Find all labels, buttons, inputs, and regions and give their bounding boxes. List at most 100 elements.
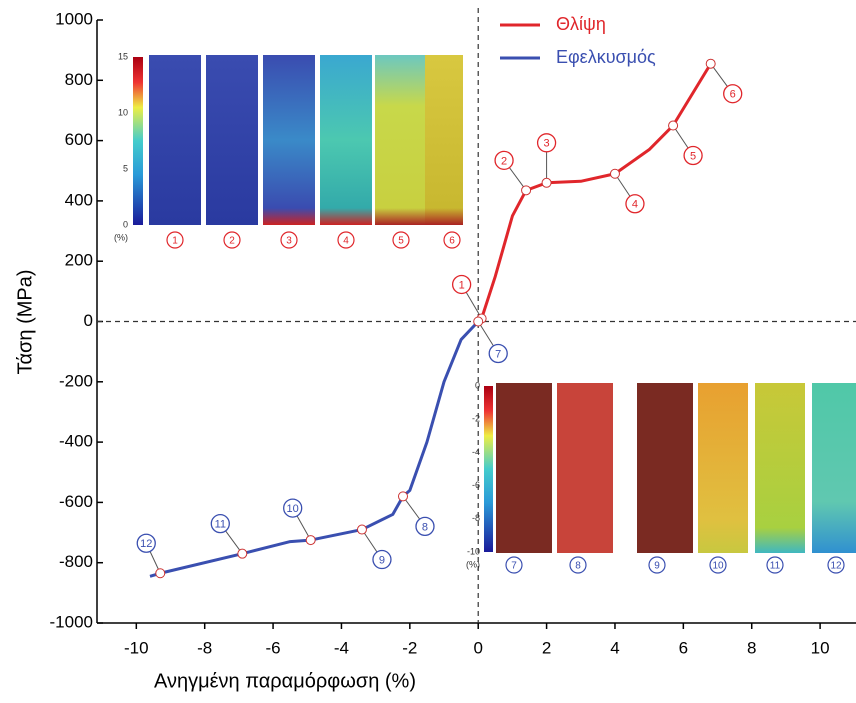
marker-label-circle bbox=[136, 533, 156, 553]
strain-image bbox=[557, 383, 613, 553]
colorbar-tick-label: -2 bbox=[472, 414, 480, 424]
image-label-circle bbox=[443, 231, 461, 249]
marker-label-circle bbox=[536, 133, 557, 153]
x-tick-label: -10 bbox=[124, 638, 149, 657]
y-tick-label: -800 bbox=[59, 552, 93, 571]
y-tick-label: 400 bbox=[65, 190, 93, 209]
marker-label: 10 bbox=[287, 503, 299, 515]
image-label-circle bbox=[392, 231, 410, 249]
y-tick-label: -200 bbox=[59, 371, 93, 390]
strain-image bbox=[812, 383, 856, 553]
marker-point bbox=[705, 58, 716, 69]
marker-label-circle bbox=[683, 145, 703, 166]
marker-label: 11 bbox=[215, 519, 226, 531]
marker-label-circle bbox=[372, 549, 392, 570]
colorbar-unit: (%) bbox=[114, 232, 128, 242]
marker-point bbox=[397, 491, 408, 502]
marker-point bbox=[155, 568, 166, 579]
colorbar-unit: (%) bbox=[466, 559, 480, 569]
y-tick-label: -1000 bbox=[50, 612, 93, 631]
x-tick-label: 8 bbox=[747, 638, 756, 657]
image-label: 4 bbox=[343, 236, 349, 247]
x-tick-label: 10 bbox=[811, 638, 830, 657]
marker-label: 9 bbox=[379, 554, 385, 566]
marker-label: 7 bbox=[495, 348, 501, 360]
strain-image bbox=[755, 383, 805, 553]
colorbar bbox=[133, 57, 143, 225]
marker-label-circle bbox=[625, 194, 645, 214]
colorbar-tick-label: -6 bbox=[472, 480, 480, 490]
image-label: 5 bbox=[398, 236, 404, 247]
strain-image bbox=[263, 55, 315, 225]
image-label: 6 bbox=[449, 236, 455, 247]
marker-label: 3 bbox=[544, 138, 550, 150]
image-label: 10 bbox=[712, 561, 724, 572]
image-label-circle bbox=[827, 556, 845, 574]
insets bbox=[133, 55, 856, 553]
marker-point bbox=[305, 535, 316, 546]
strain-image bbox=[496, 383, 552, 553]
marker-label: 2 bbox=[501, 155, 507, 167]
strain-image bbox=[206, 55, 258, 225]
y-tick-label: -600 bbox=[59, 492, 93, 511]
y-tick-label: 1000 bbox=[55, 9, 93, 28]
image-label-circle bbox=[166, 231, 184, 249]
image-label-circle bbox=[337, 231, 355, 249]
y-tick-label: -400 bbox=[59, 432, 93, 451]
marker-point bbox=[473, 316, 484, 327]
marker-label: 6 bbox=[730, 89, 736, 101]
marker-label: 4 bbox=[632, 199, 638, 211]
marker-label: 5 bbox=[690, 150, 696, 162]
y-tick-label: 600 bbox=[65, 130, 93, 149]
x-tick-label: -6 bbox=[266, 638, 281, 657]
marker-label-circle bbox=[283, 498, 303, 518]
strain-image bbox=[637, 383, 693, 553]
marker-point bbox=[237, 548, 248, 559]
x-tick-label: 4 bbox=[610, 638, 619, 657]
y-tick-label: 200 bbox=[65, 251, 93, 270]
colorbar-tick-label: -4 bbox=[472, 447, 480, 457]
colorbar-tick-label: 15 bbox=[118, 51, 128, 61]
marker-point bbox=[521, 185, 532, 196]
image-label-circle bbox=[766, 556, 784, 574]
x-tick-label: 2 bbox=[542, 638, 551, 657]
image-label-circle bbox=[505, 556, 523, 574]
image-label: 8 bbox=[575, 561, 581, 572]
marker-label-circle bbox=[415, 516, 435, 537]
marker-label-circle bbox=[210, 514, 230, 534]
marker-label-circle bbox=[494, 150, 514, 170]
marker-label: 8 bbox=[422, 521, 428, 533]
image-label-circle bbox=[569, 556, 587, 574]
colorbar-tick-label: 5 bbox=[123, 163, 128, 173]
y-axis-label: Τάση (MPa) bbox=[14, 269, 36, 374]
strain-image bbox=[320, 55, 372, 225]
colorbar-tick-label: -8 bbox=[472, 513, 480, 523]
marker-label-circle bbox=[723, 84, 743, 104]
marker-point bbox=[609, 168, 620, 179]
image-label-circle bbox=[709, 556, 727, 574]
image-label-circle bbox=[648, 556, 666, 574]
colorbar-tick-label: 0 bbox=[475, 380, 480, 390]
marker-label: 1 bbox=[459, 279, 465, 291]
x-tick-label: 0 bbox=[473, 638, 482, 657]
y-tick-label: 0 bbox=[84, 311, 93, 330]
marker-label-circle bbox=[451, 274, 472, 295]
image-label: 1 bbox=[172, 236, 178, 247]
colorbar-tick-label: -10 bbox=[467, 546, 480, 556]
image-label: 9 bbox=[654, 561, 660, 572]
series-line bbox=[480, 62, 712, 319]
image-label: 12 bbox=[830, 561, 842, 572]
legend-label: Εφελκυσμός bbox=[556, 47, 656, 67]
marker-point bbox=[356, 524, 367, 535]
image-label: 7 bbox=[511, 561, 517, 572]
x-tick-label: -4 bbox=[334, 638, 349, 657]
image-label: 2 bbox=[229, 236, 235, 247]
strain-image bbox=[425, 55, 463, 225]
colorbar-tick-label: 0 bbox=[123, 219, 128, 229]
image-label: 11 bbox=[770, 561, 781, 572]
marker-point bbox=[668, 120, 679, 131]
x-tick-label: -8 bbox=[197, 638, 212, 657]
strain-image bbox=[698, 383, 748, 553]
marker-label: 12 bbox=[140, 538, 152, 550]
